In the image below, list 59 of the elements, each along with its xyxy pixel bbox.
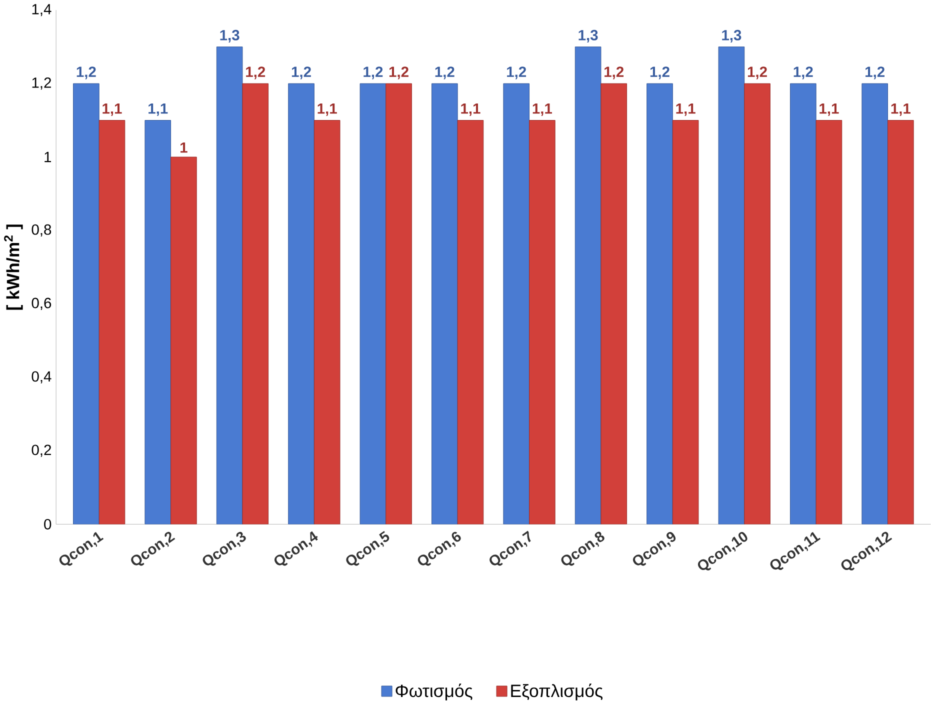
data-label: 1,3 [220,30,240,43]
bar [816,120,842,524]
bar [457,120,484,524]
y-axis-title: [ kWh/m$^{2}$ ] [4,224,23,310]
bar [98,120,126,524]
data-label: 1,1 [676,104,696,116]
data-label: 1,1 [102,104,122,116]
y-tick-label: 0,8 [32,224,52,237]
data-label: 1,2 [604,66,624,80]
data-label: 1,2 [435,66,454,80]
bar [672,120,699,524]
data-label: 1,1 [891,104,910,116]
data-label: 1,2 [364,66,383,80]
bar [314,120,340,524]
bar [170,156,197,524]
bar [73,83,100,524]
data-label: 1,1 [318,104,337,116]
bar [718,46,745,524]
y-tick-label: 1,4 [32,4,52,16]
bar [386,83,412,524]
y-tick-label: 0,4 [32,371,52,384]
bar [432,83,458,524]
bar [790,83,816,524]
data-label: 1,2 [389,66,408,80]
data-label: 1,1 [820,104,839,116]
data-label: 1,1 [461,104,480,116]
y-tick-label: 0,2 [32,444,51,458]
bar [862,83,888,524]
data-label: 1,2 [246,66,266,80]
y-tick-label: 1,2 [32,78,51,90]
bar [744,83,770,524]
bar [216,46,243,524]
legend-label: Φωτισμός [396,684,472,700]
legend-label: Εξοπλισμός [511,684,603,700]
data-label: 1,2 [794,66,813,80]
data-label: 1,2 [76,66,96,80]
bar [888,120,914,524]
bar [529,120,556,524]
bar [360,83,386,524]
y-tick-label: 0 [44,519,52,530]
data-label: 1 [180,142,188,153]
data-label: 1,1 [532,104,552,116]
data-label: 1,1 [148,104,168,116]
data-label: 1,2 [748,66,767,80]
bar [242,83,269,524]
data-label: 1,2 [292,66,311,80]
y-tick-label: 1 [44,152,51,162]
y-tick-label: 0,6 [32,298,52,310]
data-label: 1,2 [866,66,885,80]
bar [574,46,602,524]
bar [503,83,530,524]
data-label: 1,3 [578,30,598,43]
bar [600,83,628,524]
data-label: 1,2 [507,66,526,80]
bar [288,83,314,524]
bar [144,120,172,524]
bar [646,83,673,524]
data-label: 1,2 [650,66,670,80]
data-label: 1,3 [722,30,742,43]
